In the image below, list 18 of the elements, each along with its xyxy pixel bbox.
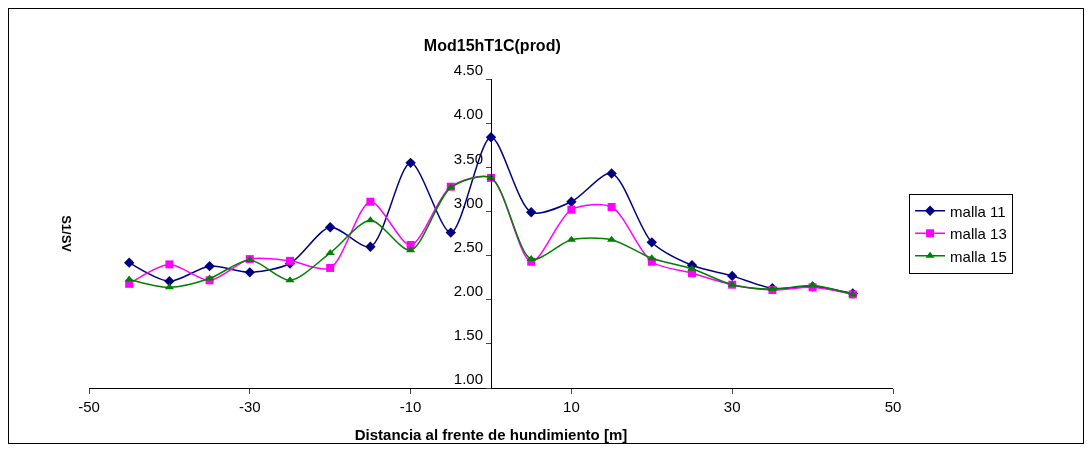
y-tick-label: 2.00 — [453, 281, 483, 299]
x-tick-label: 30 — [723, 398, 741, 415]
y-tick-label: 1.00 — [453, 370, 483, 388]
y-tick-label: 4.00 — [453, 105, 483, 123]
y-tick-label: 2.50 — [453, 237, 483, 255]
x-tick-label: 10 — [563, 398, 580, 415]
x-tick-label: -30 — [238, 398, 261, 415]
y-axis-title: S1/SV — [58, 215, 74, 253]
legend-label: malla 11 — [950, 202, 1006, 220]
x-tick-label: 50 — [884, 398, 902, 415]
x-axis-title: Distancia al frente de hundimiento [m] — [354, 426, 628, 443]
legend-label: malla 15 — [950, 247, 1007, 265]
y-tick-label: 4.50 — [453, 61, 483, 79]
chart-title: Mod15hT1C(prod) — [423, 36, 561, 54]
x-tick-label: -50 — [78, 398, 100, 415]
x-tick-label: -10 — [399, 398, 422, 415]
legend-label: malla 13 — [950, 225, 1007, 243]
y-tick-label: 1.50 — [453, 326, 483, 344]
